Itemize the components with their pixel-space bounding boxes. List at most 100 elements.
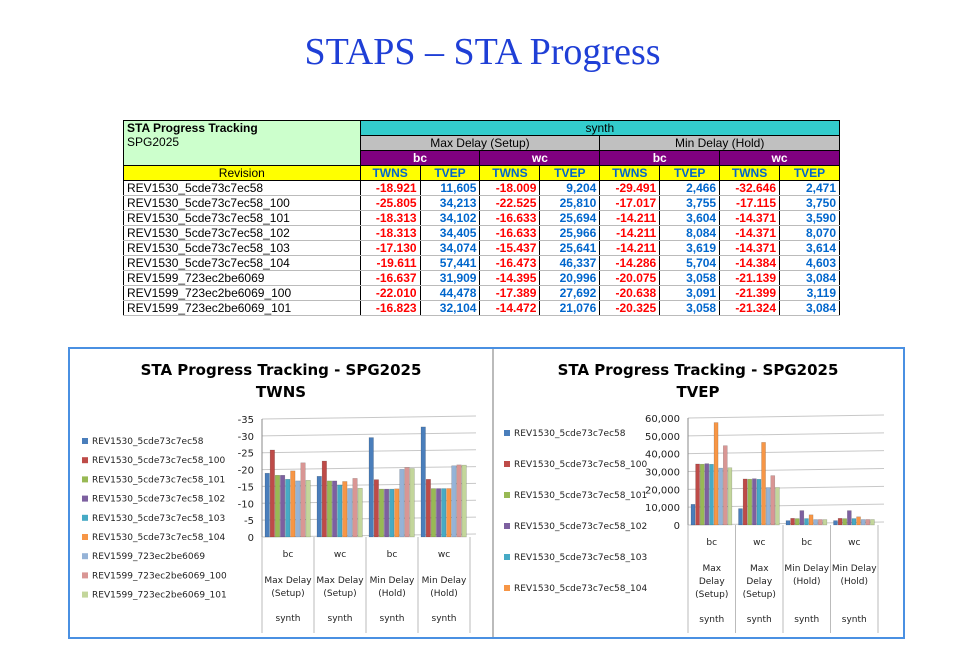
bar-REV1599_723ec2be6069_101	[409, 468, 415, 538]
bar-REV1599_723ec2be6069	[718, 467, 723, 526]
table-row: REV1599_723ec2be6069_100 -22.010 44,478 -17…	[123, 285, 840, 301]
bar-REV1530_5cde73c7ec58_102	[704, 463, 710, 526]
twns-cell: -16.637	[359, 270, 421, 286]
corner-header: wc	[479, 150, 601, 166]
bar-REV1530_5cde73c7ec58_100	[425, 479, 431, 538]
category-group-label: Min Delay	[370, 576, 415, 586]
legend-label: REV1530_5cde73c7ec58_100	[92, 456, 225, 466]
bar-REV1530_5cde73c7ec58_103	[756, 479, 762, 526]
bar-REV1599_723ec2be6069_100	[300, 462, 306, 538]
legend-swatch	[82, 553, 88, 560]
category-group-label: (Setup)	[695, 590, 728, 600]
tvep-cell: 3,091	[659, 285, 721, 301]
legend-swatch	[82, 572, 88, 579]
bar-REV1530_5cde73c7ec58_103	[709, 463, 714, 526]
twns-cell: -16.473	[479, 255, 541, 271]
category-corner-label: bc	[706, 538, 717, 548]
legend-label: REV1530_5cde73c7ec58_104	[92, 533, 225, 543]
legend-label: REV1530_5cde73c7ec58	[92, 437, 204, 447]
bar-REV1530_5cde73c7ec58_104	[856, 516, 861, 526]
bar-REV1530_5cde73c7ec58_102	[436, 488, 442, 538]
chart-subtitle: TVEP	[676, 383, 719, 401]
table-row: REV1599_723ec2be6069 -16.637 31,909 -14.395…	[123, 270, 840, 286]
bar-REV1530_5cde73c7ec58	[264, 472, 270, 538]
category-group-label: Max Delay	[264, 576, 312, 586]
y-tick-label: -35	[238, 415, 254, 426]
category-corner-label: wc	[848, 538, 860, 548]
bar-REV1599_723ec2be6069_100	[456, 464, 462, 538]
stage-header: synth	[359, 120, 841, 136]
category-group-label: Max Delay	[316, 576, 364, 586]
revision-cell: REV1599_723ec2be6069_101	[123, 300, 361, 316]
bar-REV1599_723ec2be6069_101	[775, 487, 780, 526]
category-group-label: (Setup)	[743, 590, 776, 600]
y-tick-label: 0	[674, 521, 680, 532]
corner-header: wc	[719, 150, 840, 166]
tvep-cell: 3,755	[659, 195, 721, 211]
tvep-cell: 34,213	[419, 195, 481, 211]
category-corner-label: wc	[438, 550, 450, 560]
twns-cell: -14.211	[599, 210, 661, 226]
tvep-cell: 44,478	[419, 285, 481, 301]
metric-header: TVEP	[419, 165, 481, 181]
tvep-cell: 5,704	[659, 255, 721, 271]
twns-cell: -17.389	[479, 285, 541, 301]
twns-cell: -20.325	[599, 300, 661, 316]
bar-REV1530_5cde73c7ec58_104	[713, 422, 719, 526]
legend-label: REV1599_723ec2be6069_101	[92, 591, 227, 601]
category-stage-label: synth	[432, 614, 457, 624]
tvep-cell: 3,614	[779, 240, 840, 256]
category-group-label: Min Delay	[832, 564, 877, 574]
legend-label: REV1530_5cde73c7ec58_103	[514, 553, 647, 563]
bar-REV1599_723ec2be6069_100	[404, 467, 410, 538]
bar-REV1599_723ec2be6069	[451, 465, 457, 538]
bar-REV1530_5cde73c7ec58_100	[321, 460, 327, 538]
group-header-setup: Max Delay (Setup)	[359, 135, 601, 151]
bar-REV1599_723ec2be6069_100	[865, 519, 871, 526]
tvep-cell: 34,102	[419, 210, 481, 226]
bar-REV1599_723ec2be6069_100	[723, 445, 728, 526]
y-tick-label: -5	[244, 516, 254, 527]
gridline	[261, 432, 477, 437]
category-group-label: Max	[750, 564, 769, 574]
tvep-cell: 25,810	[539, 195, 601, 211]
category-stage-label: synth	[699, 615, 724, 625]
twns-cell: -32.646	[719, 180, 781, 196]
legend-swatch	[504, 430, 510, 436]
tvep-cell: 11,605	[419, 180, 481, 196]
bar-REV1530_5cde73c7ec58_102	[384, 488, 390, 538]
bar-REV1530_5cde73c7ec58_103	[337, 484, 343, 538]
category-stage-label: synth	[842, 615, 867, 625]
legend-swatch	[504, 523, 510, 529]
metric-header: TWNS	[719, 165, 781, 181]
legend-swatch	[82, 457, 88, 464]
metric-header: TVEP	[659, 165, 721, 181]
chart-title: STA Progress Tracking - SPG2025	[141, 361, 422, 379]
gridline	[687, 414, 885, 419]
twns-cell: -14.371	[719, 225, 781, 241]
category-stage-label: synth	[380, 614, 405, 624]
table-row: REV1530_5cde73c7ec58 -18.921 11,605 -18.009…	[123, 180, 840, 196]
category-corner-label: wc	[334, 550, 346, 560]
metric-header: TWNS	[479, 165, 541, 181]
revision-cell: REV1530_5cde73c7ec58	[123, 180, 361, 196]
bar-REV1530_5cde73c7ec58_104	[446, 488, 452, 538]
twns-cell: -16.823	[359, 300, 421, 316]
bar-REV1530_5cde73c7ec58_102	[280, 475, 286, 538]
tvep-cell: 9,204	[539, 180, 601, 196]
metric-header: TWNS	[599, 165, 661, 181]
twns-cell: -14.384	[719, 255, 781, 271]
bar-REV1599_723ec2be6069_101	[305, 480, 311, 538]
legend-label: REV1599_723ec2be6069	[92, 552, 205, 562]
bar-REV1530_5cde73c7ec58_104	[808, 514, 814, 526]
bar-REV1530_5cde73c7ec58_101	[842, 518, 847, 526]
bar-REV1530_5cde73c7ec58_101	[430, 488, 436, 538]
bar-REV1530_5cde73c7ec58_100	[373, 479, 379, 538]
tvep-cell: 25,641	[539, 240, 601, 256]
progress-table: STA Progress Tracking SPG2025 synth Max …	[123, 120, 841, 316]
twns-cell: -14.211	[599, 225, 661, 241]
bar-REV1530_5cde73c7ec58_101	[378, 488, 384, 538]
tvep-cell: 57,441	[419, 255, 481, 271]
bar-REV1530_5cde73c7ec58_104	[290, 470, 296, 538]
